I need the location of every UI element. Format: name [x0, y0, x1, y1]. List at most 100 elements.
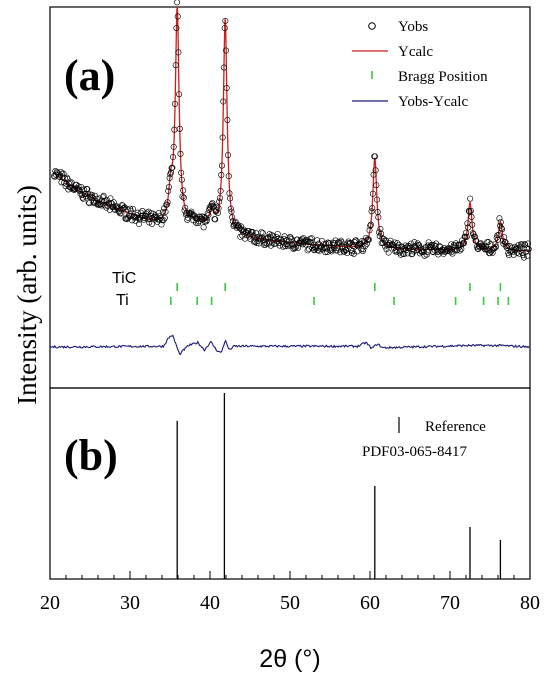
yobs-point: [497, 219, 504, 226]
yobs-point: [172, 100, 179, 107]
yobs-point: [287, 234, 294, 241]
legend-reference-label: Reference: [425, 419, 486, 435]
yobs-point: [225, 152, 232, 159]
yobs-point: [180, 194, 187, 201]
yobs-point: [74, 186, 81, 193]
panel-b: (b) Reference PDF03-065-8417: [49, 387, 531, 580]
yobs-point: [173, 25, 180, 32]
legend-pdf-label: PDF03-065-8417: [362, 444, 468, 460]
yobs-point: [104, 197, 111, 204]
yobs-point: [175, 49, 182, 56]
bragg-label-ti: Ti: [116, 292, 129, 309]
yobs-point: [267, 242, 274, 249]
yobs-point: [60, 170, 67, 177]
yobs-point: [498, 225, 505, 232]
yobs-point: [308, 235, 315, 242]
yobs-point: [429, 241, 436, 248]
yobs-point: [180, 187, 187, 194]
yobs-point: [485, 238, 492, 246]
yobs-point: [362, 242, 369, 249]
yobs-point: [169, 153, 177, 161]
yobs-point: [311, 247, 318, 254]
yobs-point: [166, 174, 173, 181]
legend-a: Yobs Ycalc Bragg Position Yobs-Ycalc: [352, 19, 488, 110]
yobs-point: [382, 237, 389, 244]
yobs-point: [135, 214, 142, 222]
yobs-point: [276, 239, 283, 246]
yobs-point: [288, 241, 296, 248]
yobs-point: [209, 200, 216, 207]
yobs-point: [187, 210, 194, 217]
yobs-point: [127, 207, 134, 214]
yobs-point: [482, 246, 489, 253]
yobs-point: [160, 217, 167, 224]
yobs-point: [464, 220, 471, 227]
yobs-point: [522, 241, 529, 248]
yobs-point: [163, 201, 170, 208]
yobs-point: [214, 209, 221, 217]
yobs-point: [463, 229, 470, 236]
yobs-point: [367, 221, 374, 228]
yobs-point: [236, 224, 243, 231]
panel-a-frame: [49, 6, 531, 389]
yobs-point: [218, 171, 225, 178]
yobs-point: [368, 208, 375, 215]
yobs-point: [225, 173, 232, 180]
yobs-point: [118, 210, 125, 217]
yobs-point: [291, 245, 298, 252]
yobs-point: [227, 195, 234, 202]
yobs-point: [216, 194, 223, 201]
yobs-point: [507, 248, 514, 255]
yobs-point: [212, 216, 219, 223]
yobs-point: [174, 0, 181, 6]
yobs-point: [469, 230, 476, 237]
yobs-point: [371, 153, 378, 160]
yobs-point: [165, 188, 172, 195]
yobs-point: [206, 206, 213, 213]
yobs-point: [221, 25, 228, 32]
yobs-point: [468, 213, 475, 220]
yobs-point: [499, 237, 506, 244]
yobs-point: [337, 249, 344, 256]
panel-a-label: (a): [64, 51, 115, 100]
x-axis-label: 2θ (°): [259, 645, 320, 673]
yobs-point: [254, 234, 261, 241]
yobs-point: [80, 186, 87, 193]
yobs-point: [495, 231, 502, 238]
legend-yobs-label: Yobs: [398, 19, 428, 35]
yobs-point: [449, 250, 456, 257]
yobs-point: [176, 91, 183, 98]
yobs-point: [135, 221, 143, 228]
yobs-point: [129, 205, 136, 212]
yobs-point: [222, 17, 229, 24]
yobs-point: [373, 196, 381, 203]
yobs-point: [172, 62, 179, 69]
yobs-point: [469, 221, 476, 228]
yobs-point: [165, 183, 172, 191]
yobs-point: [77, 190, 84, 197]
yobs-point: [215, 205, 222, 212]
x-tick-label: 70: [440, 592, 460, 614]
yobs-point: [227, 205, 234, 212]
yobs-point: [352, 237, 359, 244]
x-tick-label: 80: [520, 592, 540, 614]
yobs-point: [443, 246, 450, 253]
yobs-point: [373, 182, 380, 189]
yobs-point: [229, 218, 236, 225]
yobs-point: [301, 238, 308, 245]
yobs-point: [454, 246, 461, 253]
yobs-point: [520, 254, 527, 261]
yobs-point: [385, 249, 392, 256]
yobs-point: [110, 199, 117, 206]
yobs-point: [178, 169, 185, 176]
legend-ycalc-label: Ycalc: [398, 44, 433, 60]
yobs-point: [167, 169, 174, 176]
yobs-point: [177, 150, 184, 157]
yobs-point: [387, 237, 394, 244]
yobs-point: [518, 241, 525, 248]
yobs-point: [224, 116, 231, 124]
yobs-point: [432, 243, 439, 250]
yobs-point: [358, 246, 365, 253]
ycalc-curve-group: [53, 6, 530, 252]
